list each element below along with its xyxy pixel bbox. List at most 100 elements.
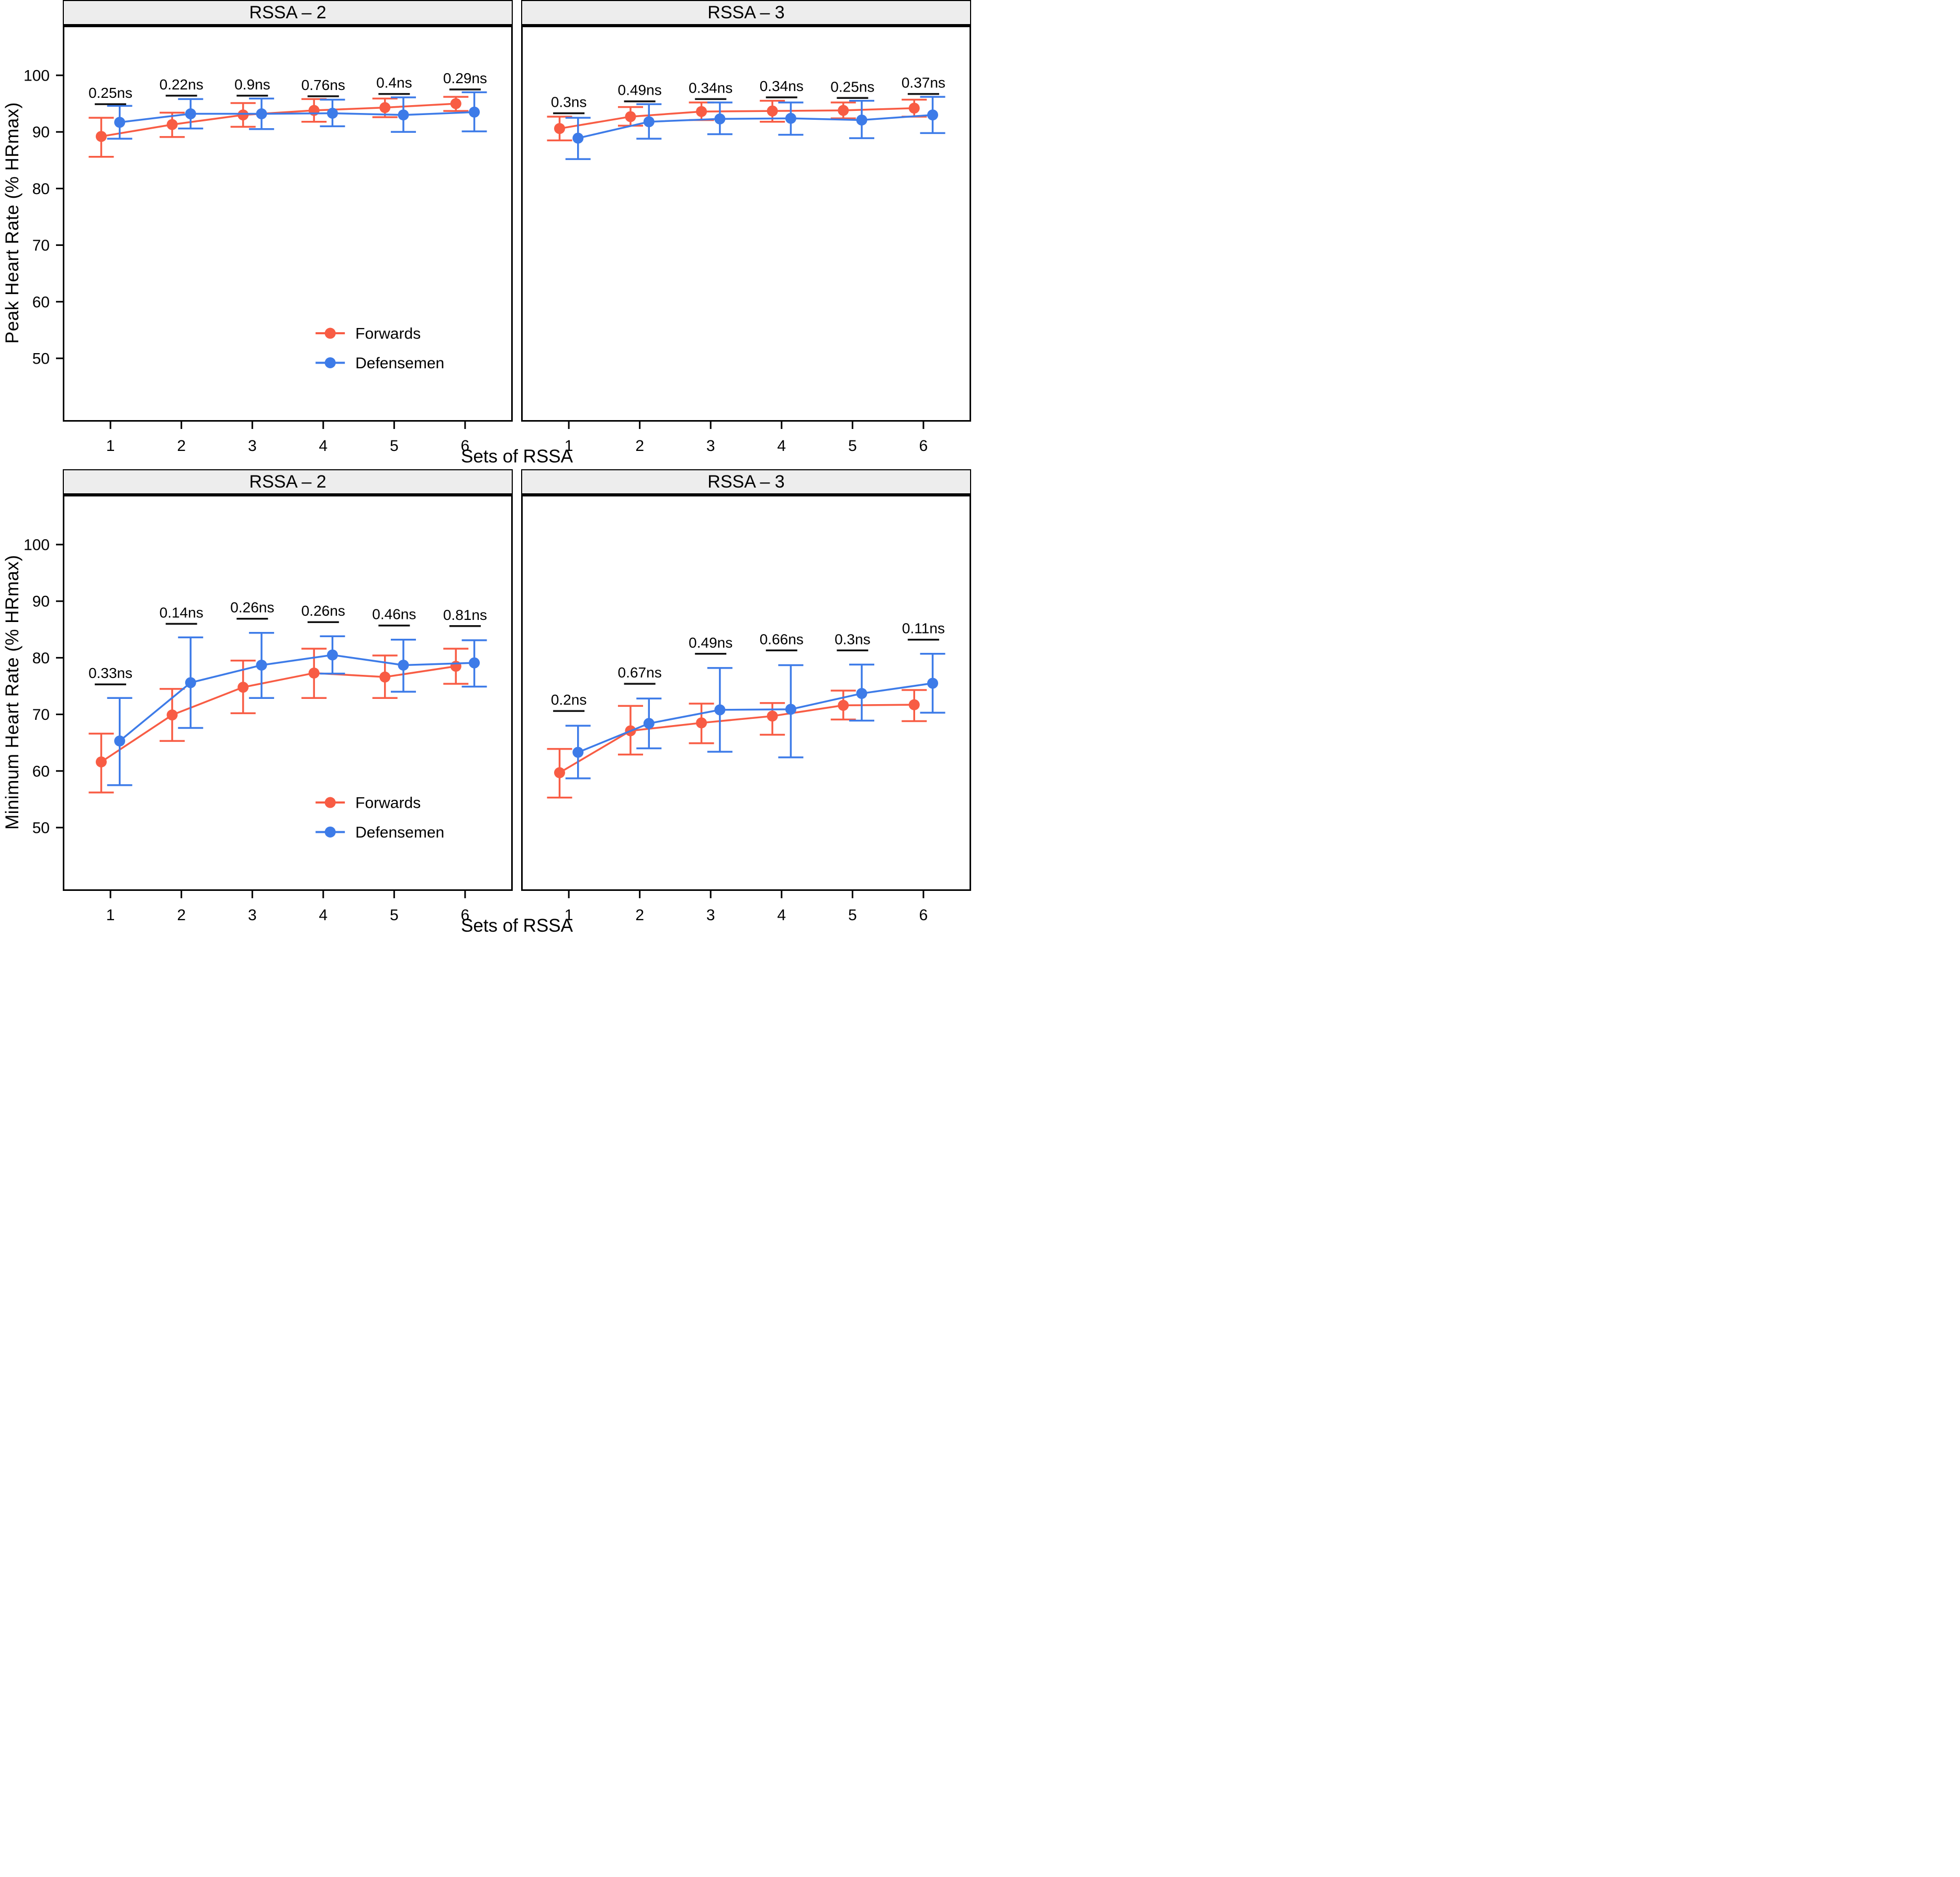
facet-strip: RSSA – 2 xyxy=(63,0,513,24)
x-tick-label: 2 xyxy=(177,907,186,924)
data-point-forwards xyxy=(767,710,778,722)
panel-min-rssa2: RSSA – 2 100 90 80 70 60 50 1 2 3 4 5 6 0.33ns 0.14ns… xyxy=(24,469,513,924)
panel-canvas: 1 2 3 4 5 6 0.3ns 0.49ns 0.34ns 0.34ns 0.25ns 0.37n… xyxy=(547,75,945,455)
y-axis-title-text: Minimum Heart Rate (% HRmax) xyxy=(2,555,22,830)
data-point-forwards xyxy=(238,109,249,121)
data-point-forwards xyxy=(95,756,107,767)
facet-strip: RSSA – 3 xyxy=(521,0,971,24)
points-defensemen xyxy=(114,106,480,128)
x-tick-label: 6 xyxy=(919,907,928,924)
data-point-defensemen xyxy=(643,116,655,128)
legend: Forwards Defensemen xyxy=(316,795,444,841)
plot-area: 1 2 3 4 5 6 0.2ns 0.67ns 0.49ns 0.66ns 0.3ns 0.11ns xyxy=(521,493,971,924)
x-tick-label: 2 xyxy=(177,437,186,455)
significance-label: 0.34ns xyxy=(760,78,804,94)
legend-label-defensemen: Defensemen xyxy=(355,824,444,841)
data-point-defensemen xyxy=(572,747,584,758)
panels-row-0: RSSA – 2 100 90 80 70 60 50 1 2 3 4 5 6 0.25ns 0.22ns… xyxy=(24,0,971,455)
data-point-defensemen xyxy=(714,113,726,125)
errorbars-forwards xyxy=(547,689,927,799)
significance-label: 0.66ns xyxy=(760,631,804,647)
row-peak-heart-rate: Peak Heart Rate (% HRmax) RSSA – 2 100 90… xyxy=(0,0,980,469)
line-forwards xyxy=(100,665,456,763)
facet-strip-label: RSSA – 3 xyxy=(707,2,785,22)
legend-key-point-forwards xyxy=(324,327,336,339)
significance-label: 0.25ns xyxy=(88,85,132,101)
significance-label: 0.25ns xyxy=(830,78,874,95)
data-point-forwards xyxy=(838,105,849,116)
x-tick-label: 4 xyxy=(319,437,328,455)
line-defensemen xyxy=(578,682,933,753)
annotations: 0.3ns 0.49ns 0.34ns 0.34ns 0.25ns 0.37ns xyxy=(551,75,945,115)
legend-key-point-forwards xyxy=(324,797,336,808)
x-tick-label: 2 xyxy=(635,907,644,924)
data-point-forwards xyxy=(554,123,565,134)
data-point-defensemen xyxy=(856,688,868,699)
panel-canvas: 1 2 3 4 5 6 0.2ns 0.67ns 0.49ns 0.66ns 0.3ns 0.11ns xyxy=(547,620,945,924)
x-tick-label: 1 xyxy=(565,437,573,455)
data-point-defensemen xyxy=(927,109,939,121)
y-tick-label: 100 xyxy=(24,536,50,553)
x-tick-label: 6 xyxy=(919,437,928,455)
significance-label: 0.3ns xyxy=(835,631,871,647)
facet-strip-label: RSSA – 2 xyxy=(249,471,326,492)
line-defensemen xyxy=(119,111,475,123)
data-point-defensemen xyxy=(185,677,196,688)
x-tick-label: 4 xyxy=(777,437,786,455)
y-tick-label: 70 xyxy=(32,706,50,723)
data-point-forwards xyxy=(379,671,391,683)
data-point-forwards xyxy=(625,111,636,122)
data-point-forwards xyxy=(379,102,391,114)
x-tick-label: 1 xyxy=(106,437,115,455)
data-point-defensemen xyxy=(398,109,409,121)
y-tick-label: 80 xyxy=(32,180,50,198)
data-point-defensemen xyxy=(469,657,480,669)
panels-row-1: RSSA – 2 100 90 80 70 60 50 1 2 3 4 5 6 0.33ns 0.14ns… xyxy=(24,469,971,924)
data-point-defensemen xyxy=(256,659,267,671)
errorbars-defensemen xyxy=(107,632,487,786)
points-defensemen xyxy=(572,109,939,144)
data-point-defensemen xyxy=(398,659,409,671)
x-tick-label: 6 xyxy=(461,907,470,924)
points-defensemen xyxy=(114,649,480,747)
panel-canvas: 100 90 80 70 60 50 1 2 3 4 5 6 0.33ns 0.14ns 0.26ns 0.2… xyxy=(24,536,487,924)
x-axis-title-row-0: Sets of RSSA xyxy=(461,446,573,467)
row-minimum-heart-rate: Minimum Heart Rate (% HRmax) RSSA – 2 10… xyxy=(0,469,980,938)
data-point-defensemen xyxy=(785,112,796,124)
y-tick-label: 100 xyxy=(24,67,50,84)
points-forwards xyxy=(95,98,461,142)
axis-ticks: 1 2 3 4 5 6 xyxy=(565,890,928,924)
axis-ticks: 1 2 3 4 5 6 xyxy=(565,421,928,455)
data-point-forwards xyxy=(554,767,565,778)
data-point-defensemen xyxy=(856,114,868,126)
facet-strip-label: RSSA – 2 xyxy=(249,2,326,22)
legend-label-forwards: Forwards xyxy=(355,325,421,343)
legend-key-point-defensemen xyxy=(324,357,336,368)
errorbars-defensemen xyxy=(565,653,945,779)
y-axis-title-peak: Peak Heart Rate (% HRmax) xyxy=(0,24,25,422)
x-tick-label: 5 xyxy=(390,907,399,924)
facet-strip-label: RSSA – 3 xyxy=(707,471,785,492)
data-point-forwards xyxy=(238,682,249,693)
significance-label: 0.26ns xyxy=(230,600,274,616)
significance-label: 0.46ns xyxy=(372,606,416,623)
data-point-forwards xyxy=(838,699,849,711)
plot-area: 100 90 80 70 60 50 1 2 3 4 5 6 0.33ns 0.14ns 0.26ns 0.2… xyxy=(24,493,513,924)
significance-label: 0.3ns xyxy=(551,94,587,110)
data-point-forwards xyxy=(166,119,178,130)
errorbars-defensemen xyxy=(107,91,487,140)
line-forwards xyxy=(559,704,915,774)
significance-label: 0.22ns xyxy=(160,76,204,93)
x-tick-label: 2 xyxy=(635,437,644,455)
data-point-forwards xyxy=(450,98,461,109)
data-point-defensemen xyxy=(469,106,480,118)
y-axis-title-text: Peak Heart Rate (% HRmax) xyxy=(2,102,22,344)
significance-label: 0.9ns xyxy=(234,76,271,93)
points-forwards xyxy=(554,103,920,134)
y-tick-label: 60 xyxy=(32,763,50,780)
x-tick-label: 3 xyxy=(706,437,715,455)
legend-key-point-defensemen xyxy=(324,826,336,838)
legend-label-forwards: Forwards xyxy=(355,795,421,812)
data-point-defensemen xyxy=(572,132,584,144)
y-tick-label: 50 xyxy=(32,819,50,836)
